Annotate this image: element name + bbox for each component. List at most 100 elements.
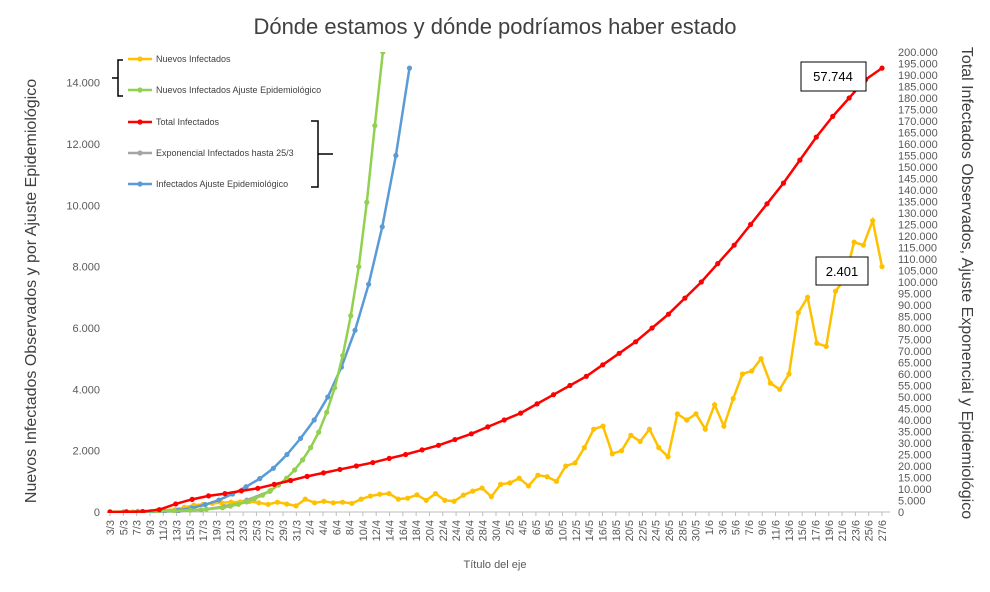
x-tick-label: 14/5 <box>584 520 596 541</box>
data-point <box>284 501 290 507</box>
y-axis-left-label: Nuevos Infectados Observados y por Ajust… <box>23 79 40 503</box>
x-tick-label: 1/6 <box>704 520 716 535</box>
x-tick-label: 19/6 <box>824 520 836 541</box>
data-point <box>203 506 209 512</box>
data-point <box>330 500 336 506</box>
y-right-tick-label: 115.000 <box>898 243 937 255</box>
x-tick-label: 2/4 <box>305 520 317 535</box>
x-tick-label: 21/3 <box>225 520 237 541</box>
y-right-tick-label: 135.000 <box>898 197 938 209</box>
x-tick-label: 19/3 <box>211 520 223 541</box>
data-point <box>442 497 448 503</box>
data-point <box>747 221 754 228</box>
legend-entry: Nuevos Infectados Ajuste Epidemiológico <box>128 85 321 95</box>
data-point <box>795 310 801 316</box>
y-right-tick-label: 200.000 <box>898 47 938 59</box>
x-tick-label: 28/5 <box>677 520 689 541</box>
data-point <box>380 52 386 55</box>
data-point <box>284 451 290 458</box>
x-tick-label: 4/5 <box>518 520 530 535</box>
data-point <box>851 239 857 245</box>
data-point <box>715 261 721 267</box>
x-tick-label: 2/5 <box>504 520 516 535</box>
data-point <box>267 487 274 494</box>
data-point <box>879 65 885 71</box>
data-point <box>764 201 770 207</box>
legend-entry: Nuevos Infectados <box>128 54 231 64</box>
y-right-tick-label: 30.000 <box>898 438 932 450</box>
x-tick-label: 7/3 <box>132 520 144 535</box>
data-point <box>780 180 787 186</box>
data-point <box>304 473 310 479</box>
y-left-tick-label: 0 <box>94 507 100 519</box>
legend-label: Total Infectados <box>156 117 220 127</box>
y-right-tick-label: 195.000 <box>898 59 938 71</box>
x-tick-label: 9/6 <box>757 520 769 535</box>
y-right-tick-label: 185.000 <box>898 82 938 94</box>
y-right-tick-label: 105.000 <box>898 266 938 278</box>
legend-entry: Infectados Ajuste Epidemiológico <box>128 179 288 189</box>
callout-total-value: 57.744 <box>813 69 853 84</box>
y-right-tick-label: 20.000 <box>898 461 932 473</box>
data-point <box>616 350 622 356</box>
data-point <box>140 508 146 513</box>
data-point <box>591 426 597 432</box>
legend-label: Nuevos Infectados Ajuste Epidemiológico <box>156 85 321 95</box>
data-point <box>832 288 839 294</box>
data-point <box>274 499 281 505</box>
x-tick-label: 22/4 <box>438 520 450 541</box>
y-right-tick-label: 150.000 <box>898 162 938 174</box>
data-point <box>721 423 727 429</box>
x-tick-label: 12/5 <box>571 520 583 541</box>
y-right-tick-label: 170.000 <box>898 116 938 128</box>
x-tick-label: 6/5 <box>531 520 543 535</box>
data-point <box>216 497 222 503</box>
y-right-tick-label: 70.000 <box>898 346 932 358</box>
data-point <box>581 445 587 451</box>
data-point <box>698 279 704 285</box>
data-point <box>786 371 792 377</box>
data-point <box>600 423 606 429</box>
data-point <box>419 447 425 453</box>
x-tick-label: 15/6 <box>797 520 809 541</box>
x-axis-label: Título del eje <box>464 559 527 571</box>
data-point <box>860 242 866 248</box>
y-left-tick-label: 12.000 <box>66 139 100 151</box>
data-point <box>366 281 372 287</box>
x-tick-label: 26/5 <box>664 520 676 541</box>
data-point <box>364 199 370 205</box>
callout-new-value: 2.401 <box>826 264 859 279</box>
data-point <box>324 409 330 415</box>
y-right-tick-label: 85.000 <box>898 312 932 324</box>
y-right-tick-label: 100.000 <box>898 277 938 289</box>
data-point <box>646 426 653 432</box>
x-tick-label: 7/6 <box>744 520 756 535</box>
y-right-tick-label: 40.000 <box>898 415 932 427</box>
data-point <box>235 501 242 507</box>
data-point <box>544 474 550 480</box>
x-tick-label: 13/3 <box>172 520 184 541</box>
data-point <box>583 373 589 379</box>
y-left-tick-label: 10.000 <box>66 200 100 212</box>
data-point <box>406 65 413 71</box>
y-right-tick-label: 190.000 <box>898 70 938 82</box>
x-tick-label: 29/3 <box>278 520 290 541</box>
y-left-tick-label: 4.000 <box>72 384 100 396</box>
data-point <box>393 152 399 159</box>
data-point <box>171 508 177 513</box>
data-point <box>219 505 225 511</box>
x-tick-label: 31/3 <box>291 520 303 541</box>
x-tick-label: 5/3 <box>118 520 130 535</box>
data-point <box>379 224 385 230</box>
data-point <box>243 484 249 490</box>
data-point <box>340 353 346 359</box>
data-point <box>325 394 331 400</box>
x-tick-label: 17/6 <box>810 520 822 541</box>
data-point <box>227 503 233 509</box>
data-point <box>302 496 308 502</box>
y-right-tick-label: 80.000 <box>898 323 932 335</box>
data-point <box>403 451 409 458</box>
data-point <box>507 480 513 486</box>
data-point <box>288 477 294 484</box>
y-left-tick-label: 6.000 <box>72 323 100 335</box>
